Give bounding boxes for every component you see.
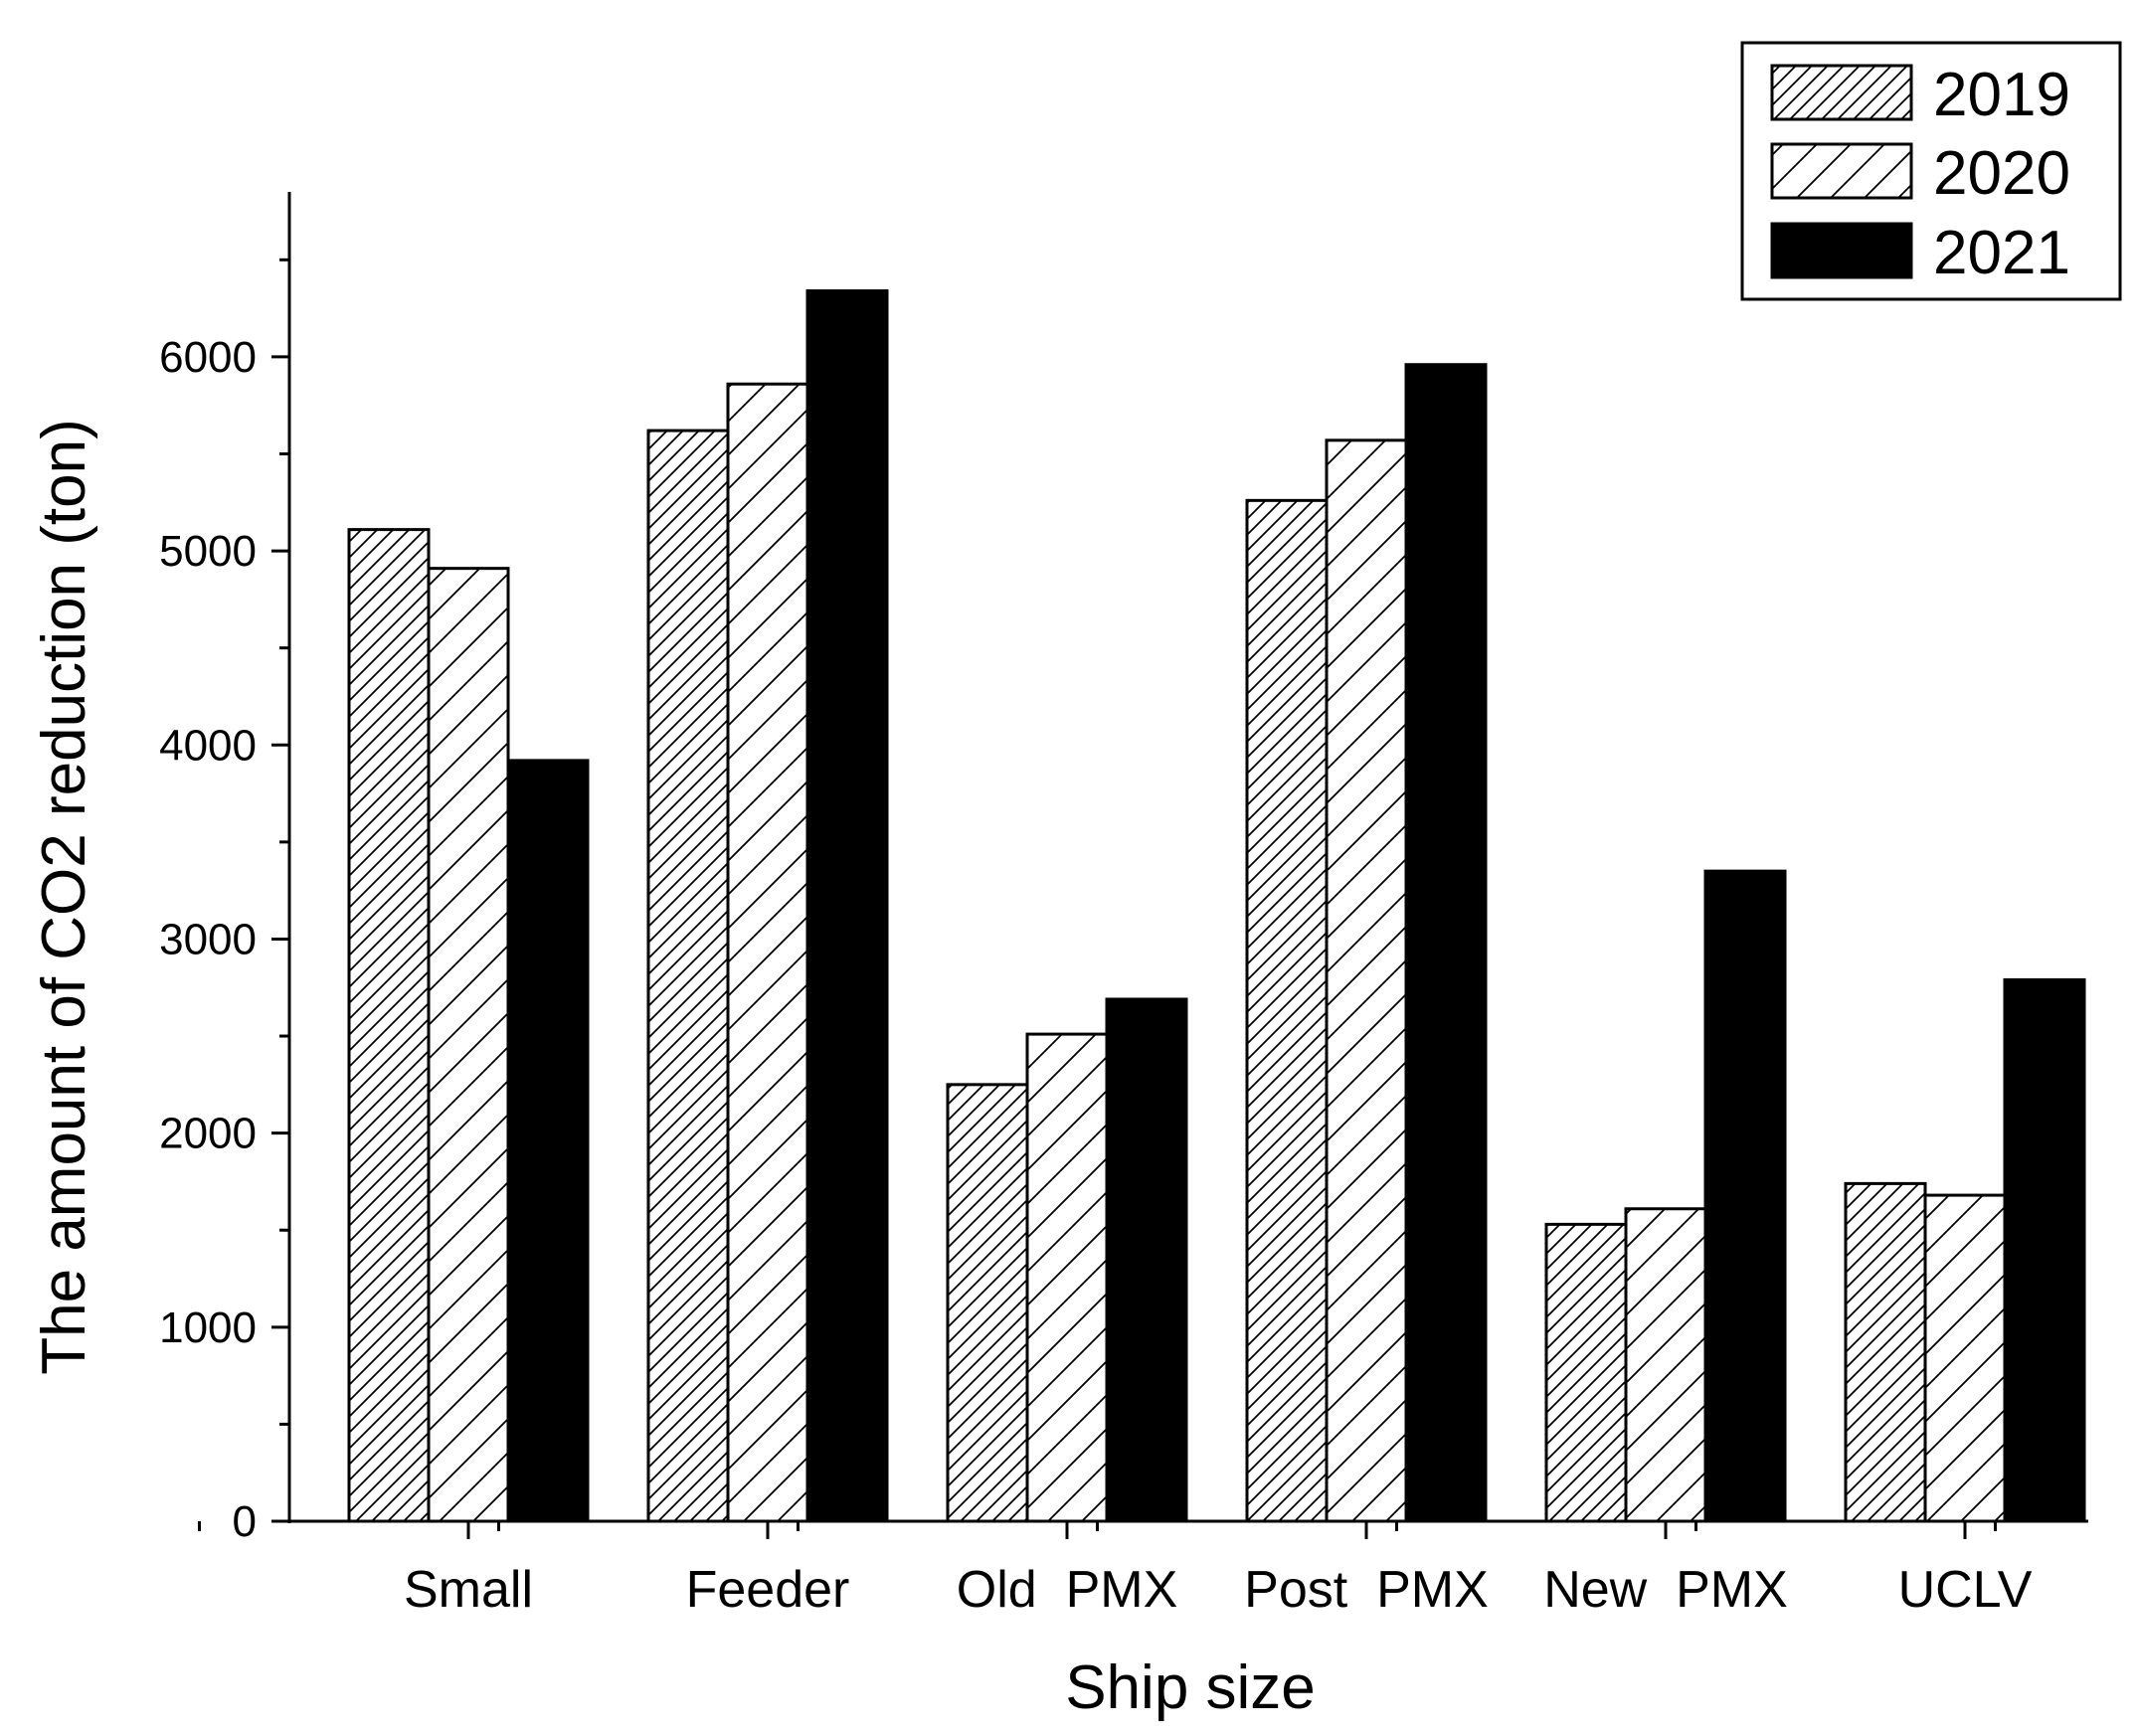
bar-feeder-2020 [726, 382, 809, 1523]
bar-new-pmx-2021 [1703, 869, 1787, 1523]
y-tick-label: 3000 [159, 915, 257, 963]
bar-old-pmx-2020 [1025, 1032, 1109, 1523]
x-tick-label-post-pmx: Post PMX [1244, 1561, 1489, 1619]
bar-new-pmx-2019 [1544, 1222, 1628, 1523]
x-tick-label-new-pmx: New PMX [1543, 1561, 1788, 1619]
y-tick-label: 1000 [159, 1303, 257, 1352]
legend-swatch-2020 [1770, 142, 1913, 200]
legend-label-2021: 2021 [1933, 219, 2070, 287]
y-tick-label: 2000 [159, 1110, 257, 1158]
x-tick-label-old-pmx: Old PMX [957, 1561, 1178, 1619]
y-tick-label: 5000 [159, 527, 257, 576]
legend-label-2019: 2019 [1933, 61, 2070, 129]
bar-small-2021 [506, 759, 590, 1523]
x-tick-label-small: Small [404, 1561, 533, 1619]
bar-small-2019 [347, 528, 431, 1523]
bar-old-pmx-2019 [946, 1083, 1029, 1523]
legend-swatch-2021 [1770, 222, 1913, 279]
y-tick-label: 6000 [159, 333, 257, 382]
x-axis: Small Feeder Old PMX Post PMX New PMX UCLV [198, 1519, 2088, 1619]
bar-post-pmx-2020 [1325, 438, 1408, 1523]
legend: 2019 2020 2021 [1740, 41, 2122, 301]
x-axis-title: Ship size [1065, 1653, 1316, 1722]
y-axis-title: The amount of CO2 reduction (ton) [30, 419, 98, 1374]
bar-feeder-2019 [646, 429, 730, 1523]
legend-swatch-2019 [1770, 64, 1913, 121]
x-tick-label-uclv: UCLV [1898, 1561, 2033, 1619]
bar-small-2020 [427, 567, 510, 1523]
bar-old-pmx-2021 [1105, 997, 1188, 1523]
x-tick-label-feeder: Feeder [686, 1561, 850, 1619]
bar-feeder-2021 [805, 289, 889, 1523]
legend-label-2020: 2020 [1933, 139, 2070, 208]
y-tick-label: 4000 [159, 721, 257, 770]
bar-post-pmx-2021 [1404, 363, 1488, 1523]
bar-uclv-2020 [1923, 1193, 2007, 1523]
y-tick-label: 0 [233, 1497, 257, 1546]
bar-new-pmx-2020 [1624, 1207, 1707, 1523]
bar-uclv-2019 [1844, 1181, 1927, 1523]
bars-group [347, 289, 2086, 1523]
bar-uclv-2021 [2003, 977, 2086, 1523]
bar-post-pmx-2019 [1245, 498, 1329, 1523]
y-axis: 0 1000 2000 3000 4000 5000 6000 [159, 192, 291, 1546]
